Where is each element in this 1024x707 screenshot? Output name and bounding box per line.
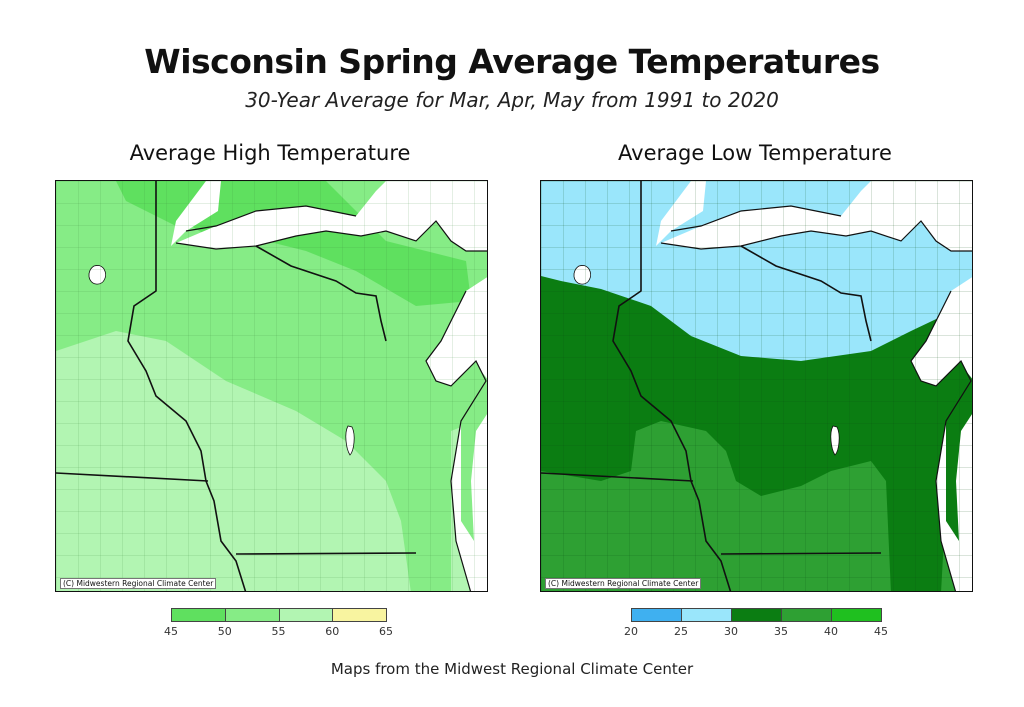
page-title: Wisconsin Spring Average Temperatures — [144, 42, 880, 81]
legend-tick-label: 55 — [271, 625, 286, 638]
state-border-mn-wi — [612, 181, 732, 591]
legend-tick-label: 35 — [774, 625, 788, 638]
state-border-mn-wi — [127, 181, 247, 591]
legend-swatch — [332, 608, 387, 622]
legend-swatch — [681, 608, 732, 622]
legend-tick-label: 60 — [325, 625, 340, 638]
superior-shoreline — [660, 205, 972, 252]
legend-swatch — [731, 608, 782, 622]
state-border-wi-il — [235, 552, 417, 555]
state-border-wi-mi — [740, 245, 872, 342]
legend-tick-label: 45 — [874, 625, 888, 638]
high-temp-map-title: Average High Temperature — [129, 141, 411, 165]
legend-tick-label: 30 — [724, 625, 738, 638]
superior-shoreline — [175, 205, 487, 252]
legend-swatch — [224, 608, 280, 622]
legend-swatch — [831, 608, 882, 622]
legend-swatch — [631, 608, 682, 622]
legend-tick-label: 45 — [164, 625, 178, 638]
map-credit: (C) Midwestern Regional Climate Center — [60, 578, 217, 589]
low-temp-map-svg — [541, 181, 972, 591]
state-border-wi-il — [720, 552, 882, 555]
footer-credit: Maps from the Midwest Regional Climate C… — [330, 660, 694, 678]
low-temp-map-title: Average Low Temperature — [618, 141, 892, 165]
legend-tick-label: 40 — [824, 625, 838, 638]
state-border-ia-mn — [56, 472, 209, 482]
michigan-shoreline — [425, 290, 487, 591]
county-grid — [56, 181, 487, 591]
low-temp-map[interactable]: (C) Midwestern Regional Climate Center — [540, 180, 973, 592]
legend-tick-label: 65 — [379, 625, 393, 638]
low-temp-legend: 20 25 30 35 40 45 — [624, 608, 888, 638]
michigan-shoreline — [910, 290, 972, 591]
state-border-ia-mn — [541, 472, 694, 482]
state-border-wi-mi — [255, 245, 387, 342]
map-credit: (C) Midwestern Regional Climate Center — [545, 578, 702, 589]
legend-tick-label: 50 — [217, 625, 232, 638]
high-temp-legend: 45 50 55 60 65 — [164, 608, 393, 638]
page-subtitle: 30-Year Average for Mar, Apr, May from 1… — [245, 88, 779, 112]
legend-tick-label: 25 — [674, 625, 688, 638]
legend-tick-label: 20 — [624, 625, 638, 638]
county-grid — [541, 181, 972, 591]
legend-swatch — [278, 608, 334, 622]
legend-swatch — [171, 608, 226, 622]
legend-swatch — [781, 608, 832, 622]
high-temp-map[interactable]: (C) Midwestern Regional Climate Center — [55, 180, 488, 592]
high-temp-map-svg — [56, 181, 487, 591]
